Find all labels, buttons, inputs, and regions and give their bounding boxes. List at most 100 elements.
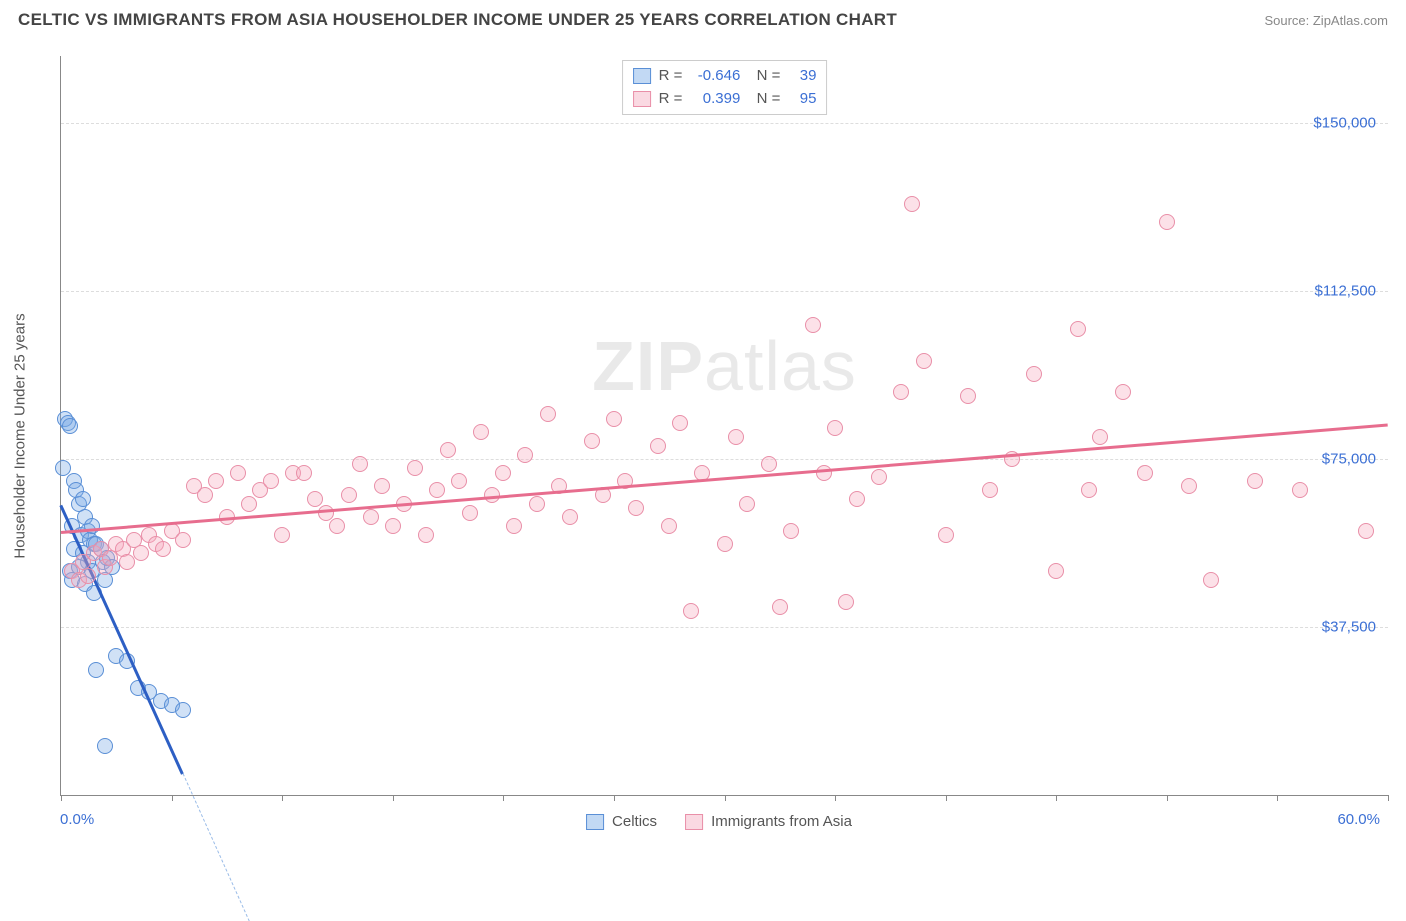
scatter-point (75, 491, 91, 507)
x-tick (614, 795, 615, 801)
scatter-point (849, 491, 865, 507)
y-tick-label: $75,000 (1322, 451, 1376, 468)
scatter-point (1292, 482, 1308, 498)
scatter-point (175, 702, 191, 718)
scatter-point (1092, 429, 1108, 445)
legend-row-asia: R = 0.399 N = 95 (633, 88, 817, 111)
r-label: R = (659, 88, 683, 111)
scatter-point (385, 518, 401, 534)
x-tick (725, 795, 726, 801)
scatter-point (374, 478, 390, 494)
scatter-point (838, 594, 854, 610)
scatter-point (274, 527, 290, 543)
legend-item-asia: Immigrants from Asia (685, 813, 852, 830)
r-value-asia: 0.399 (690, 88, 740, 111)
legend-item-celtics: Celtics (586, 813, 657, 830)
scatter-point (241, 496, 257, 512)
scatter-point (329, 518, 345, 534)
gridline (61, 459, 1388, 460)
r-label: R = (659, 65, 683, 88)
scatter-point (363, 509, 379, 525)
n-value-celtics: 39 (788, 65, 816, 88)
scatter-point (155, 541, 171, 557)
scatter-point (506, 518, 522, 534)
scatter-point (429, 482, 445, 498)
scatter-point (529, 496, 545, 512)
scatter-point (871, 469, 887, 485)
scatter-point (1159, 214, 1175, 230)
scatter-point (318, 505, 334, 521)
chart-title: CELTIC VS IMMIGRANTS FROM ASIA HOUSEHOLD… (18, 10, 897, 30)
watermark: ZIPatlas (592, 326, 857, 406)
x-tick (282, 795, 283, 801)
scatter-point (352, 456, 368, 472)
scatter-point (1358, 523, 1374, 539)
r-value-celtics: -0.646 (690, 65, 740, 88)
swatch-pink-icon (685, 814, 703, 830)
scatter-point (904, 196, 920, 212)
trend-line-dash (182, 773, 249, 921)
swatch-pink-icon (633, 91, 651, 107)
swatch-blue-icon (633, 68, 651, 84)
scatter-point (296, 465, 312, 481)
scatter-point (1081, 482, 1097, 498)
scatter-point (938, 527, 954, 543)
scatter-point (650, 438, 666, 454)
scatter-point (175, 532, 191, 548)
legend-stats: R = -0.646 N = 39 R = 0.399 N = 95 (622, 60, 828, 115)
scatter-point (208, 473, 224, 489)
scatter-point (495, 465, 511, 481)
scatter-point (407, 460, 423, 476)
scatter-point (88, 662, 104, 678)
x-axis-start: 0.0% (60, 811, 94, 828)
scatter-point (672, 415, 688, 431)
scatter-point (540, 406, 556, 422)
swatch-blue-icon (586, 814, 604, 830)
x-tick (1167, 795, 1168, 801)
scatter-point (341, 487, 357, 503)
scatter-point (728, 429, 744, 445)
scatter-point (440, 442, 456, 458)
x-tick (503, 795, 504, 801)
n-label: N = (748, 65, 780, 88)
n-label: N = (748, 88, 780, 111)
scatter-point (628, 500, 644, 516)
x-tick (946, 795, 947, 801)
y-tick-label: $150,000 (1313, 115, 1376, 132)
scatter-point (230, 465, 246, 481)
n-value-asia: 95 (788, 88, 816, 111)
legend-bottom: Celtics Immigrants from Asia (586, 813, 852, 830)
x-tick (61, 795, 62, 801)
scatter-point (562, 509, 578, 525)
y-tick-label: $112,500 (1315, 283, 1376, 300)
scatter-point (772, 599, 788, 615)
scatter-point (827, 420, 843, 436)
source-label: Source: ZipAtlas.com (1264, 13, 1388, 28)
gridline (61, 123, 1388, 124)
scatter-point (761, 456, 777, 472)
x-tick (172, 795, 173, 801)
gridline (61, 291, 1388, 292)
scatter-point (916, 353, 932, 369)
scatter-point (1115, 384, 1131, 400)
scatter-point (62, 418, 78, 434)
scatter-point (80, 568, 96, 584)
scatter-point (960, 388, 976, 404)
y-tick-label: $37,500 (1322, 619, 1376, 636)
chart-container: Householder Income Under 25 years ZIPatl… (50, 36, 1388, 836)
scatter-point (473, 424, 489, 440)
x-tick (393, 795, 394, 801)
plot-area: ZIPatlas R = -0.646 N = 39 R = 0.399 N =… (60, 56, 1388, 796)
legend-label-asia: Immigrants from Asia (711, 813, 852, 830)
scatter-point (584, 433, 600, 449)
scatter-point (1137, 465, 1153, 481)
scatter-point (1247, 473, 1263, 489)
x-tick (1388, 795, 1389, 801)
scatter-point (783, 523, 799, 539)
scatter-point (55, 460, 71, 476)
scatter-point (893, 384, 909, 400)
scatter-point (263, 473, 279, 489)
scatter-point (84, 518, 100, 534)
scatter-point (606, 411, 622, 427)
y-axis-label: Householder Income Under 25 years (12, 313, 29, 558)
